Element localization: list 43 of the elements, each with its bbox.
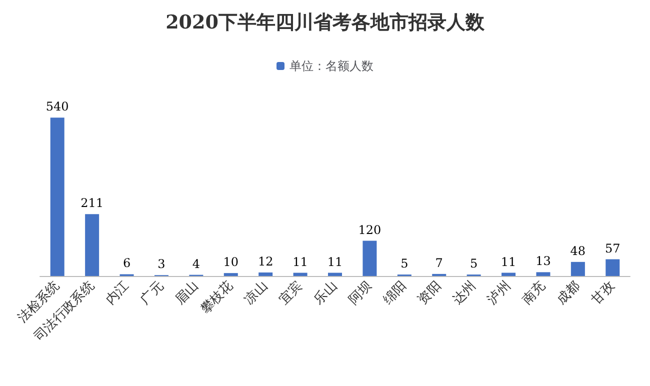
x-tick-label: 泸州 bbox=[484, 278, 514, 308]
chart-title: 2020下半年四川省考各地市招录人数 bbox=[166, 12, 486, 34]
data-label: 4 bbox=[192, 256, 200, 271]
x-tick-label: 宜宾 bbox=[276, 278, 306, 308]
x-tick-label: 成都 bbox=[554, 278, 584, 308]
x-tick-label: 资阳 bbox=[415, 278, 444, 308]
data-label: 11 bbox=[327, 254, 343, 269]
bar bbox=[293, 272, 308, 276]
data-label: 11 bbox=[500, 254, 516, 269]
bar bbox=[502, 272, 516, 276]
data-label: 3 bbox=[158, 257, 166, 272]
data-label: 10 bbox=[223, 255, 239, 270]
data-label: 7 bbox=[435, 256, 443, 270]
data-label: 120 bbox=[358, 222, 382, 237]
x-tick-label: 达州 bbox=[450, 278, 480, 308]
x-tick-label: 内江 bbox=[103, 278, 132, 308]
data-label: 11 bbox=[292, 254, 308, 269]
bar bbox=[224, 273, 238, 276]
bar bbox=[362, 240, 377, 276]
data-label: 13 bbox=[536, 254, 551, 268]
x-tick-label: 凉山 bbox=[242, 278, 271, 308]
legend-label: 单位：名额人数 bbox=[290, 59, 374, 73]
data-label: 12 bbox=[258, 254, 274, 268]
x-tick-label: 阿坝 bbox=[346, 278, 376, 308]
data-label: 57 bbox=[605, 241, 620, 256]
data-label: 6 bbox=[122, 256, 131, 270]
data-label: 5 bbox=[400, 256, 408, 271]
data-label: 540 bbox=[46, 100, 69, 114]
x-tick-label: 甘孜 bbox=[588, 278, 618, 308]
bar bbox=[50, 118, 64, 276]
bar bbox=[328, 272, 342, 276]
x-tick-label: 广元 bbox=[138, 278, 167, 308]
bar bbox=[570, 262, 585, 276]
bar bbox=[536, 272, 550, 276]
bar bbox=[85, 214, 100, 276]
data-label: 5 bbox=[470, 256, 478, 271]
data-label: 48 bbox=[570, 244, 586, 258]
x-tick-label: 绵阳 bbox=[380, 278, 410, 308]
x-tick-label: 南充 bbox=[520, 278, 549, 308]
x-tick-label: 乐山 bbox=[311, 278, 340, 308]
bar bbox=[606, 259, 620, 276]
data-label: 211 bbox=[80, 196, 104, 210]
bar bbox=[258, 272, 273, 276]
